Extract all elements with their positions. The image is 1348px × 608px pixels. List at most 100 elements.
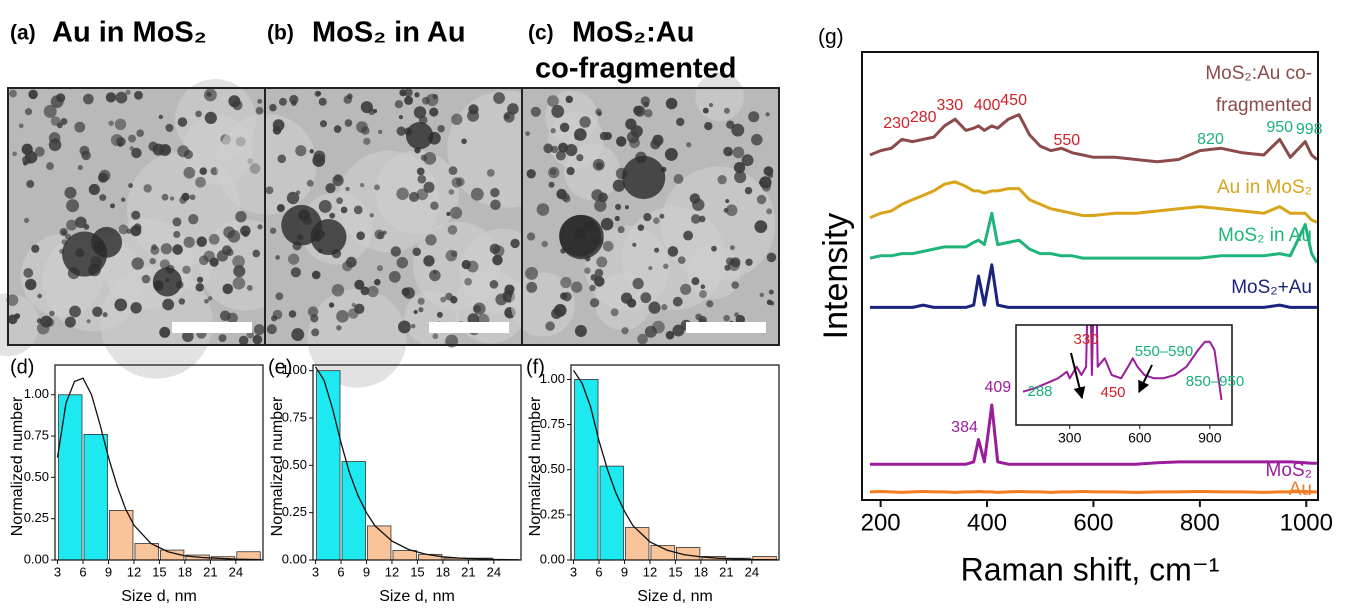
particle — [765, 112, 770, 117]
particle — [653, 217, 660, 224]
y-axis-label: Normalized number — [269, 396, 286, 536]
particle — [596, 256, 608, 268]
particle — [114, 118, 127, 131]
particle — [253, 324, 265, 336]
x-tick-label: 24 — [487, 564, 501, 579]
particle — [24, 108, 33, 116]
particle — [663, 263, 669, 269]
panel-label: (f) — [526, 356, 545, 378]
y-tick-label: 0.50 — [540, 461, 565, 476]
particle — [325, 183, 336, 194]
particle — [654, 247, 660, 253]
particle — [219, 310, 231, 321]
particle — [689, 193, 701, 204]
x-tick-label: 600 — [1073, 509, 1113, 536]
particle — [632, 242, 637, 247]
particle — [751, 133, 763, 146]
particle — [541, 240, 548, 248]
particle — [526, 281, 538, 293]
particle — [77, 164, 83, 171]
particle — [336, 197, 344, 205]
particle — [632, 277, 644, 290]
arrow — [1070, 352, 1086, 400]
particle — [131, 210, 141, 220]
particle — [734, 171, 747, 184]
particle — [31, 244, 40, 253]
inset-annotation: 330 — [1073, 331, 1098, 348]
particle — [334, 174, 342, 182]
legend-label: MoS₂:Au co-fragmented — [1205, 63, 1312, 116]
spectrum — [869, 490, 1317, 494]
particle — [131, 147, 142, 159]
particle — [276, 204, 285, 213]
particle — [209, 257, 219, 267]
particle — [396, 126, 406, 136]
x-tick-label: 400 — [967, 509, 1007, 536]
y-tick-label: 0.75 — [24, 427, 49, 442]
particle — [652, 134, 664, 146]
particle — [677, 256, 686, 265]
particle — [227, 230, 241, 243]
particle — [708, 103, 714, 108]
particle — [318, 97, 327, 106]
particle — [728, 151, 733, 156]
bar — [625, 527, 650, 561]
particle — [503, 111, 515, 123]
particle — [199, 167, 208, 176]
tem-haze — [307, 288, 407, 388]
particle — [558, 142, 569, 153]
particle — [353, 205, 363, 215]
particle — [691, 214, 701, 224]
particle — [198, 255, 209, 266]
particle — [14, 313, 21, 319]
particle — [461, 259, 471, 270]
particle — [255, 106, 264, 115]
particle — [66, 199, 80, 213]
particle — [766, 252, 777, 263]
particle — [131, 257, 144, 270]
particle — [550, 127, 556, 134]
particle — [108, 120, 114, 126]
scale-bar — [172, 322, 252, 333]
particle — [412, 247, 421, 257]
particle — [492, 254, 503, 266]
particle — [455, 177, 465, 187]
y-axis-label: Normalized number — [9, 396, 26, 536]
particle — [489, 280, 499, 289]
particle — [252, 249, 261, 258]
particle — [356, 121, 368, 133]
fit-curve — [572, 370, 778, 561]
particle — [25, 278, 37, 291]
particle — [574, 325, 587, 337]
particle — [759, 176, 772, 189]
particle — [128, 134, 137, 143]
particle — [196, 236, 207, 247]
particle — [467, 109, 480, 122]
particle — [592, 158, 605, 171]
particle — [367, 285, 379, 298]
particle — [644, 109, 653, 118]
particle — [525, 267, 539, 280]
particle — [177, 145, 190, 158]
particle — [414, 92, 420, 98]
particle — [449, 206, 463, 220]
particle — [473, 302, 486, 315]
spectrum — [870, 403, 1317, 466]
particle — [342, 261, 353, 272]
x-tick-label: 300 — [1058, 430, 1082, 446]
particle — [448, 166, 458, 176]
particle — [49, 310, 55, 317]
particle — [133, 223, 142, 232]
particle — [204, 298, 209, 304]
particle — [242, 230, 250, 237]
particle — [643, 213, 652, 222]
panel-title: MoS₂ in Au — [312, 17, 466, 49]
particle — [667, 246, 679, 257]
particle — [181, 192, 190, 201]
particle — [766, 208, 773, 215]
y-tick-label: 0.75 — [540, 416, 565, 431]
particle — [413, 106, 427, 119]
particle — [648, 301, 661, 314]
particle — [594, 199, 607, 212]
large-particle — [62, 231, 108, 277]
